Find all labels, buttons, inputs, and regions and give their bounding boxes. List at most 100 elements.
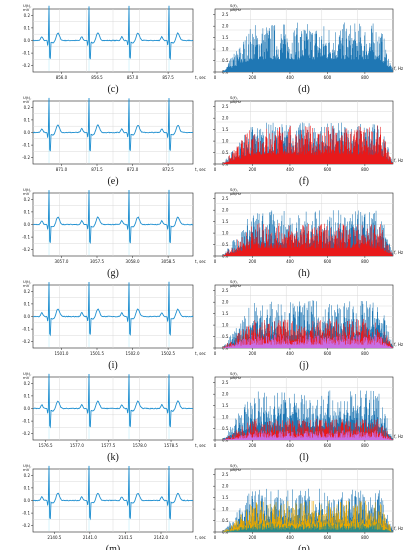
- x-tick-label: 1502.0: [126, 351, 140, 356]
- panel-e: 0.2 0.1 0.0 -0.1 -0.2 871.0 871.5 872.0 872.5 U(t…: [22, 95, 206, 187]
- y-tick-label: 2.0: [222, 300, 229, 305]
- x-axis-label: f, Hz: [394, 434, 403, 439]
- x-tick-label: 400: [286, 535, 294, 540]
- y-tick-label: 1.0: [222, 139, 229, 144]
- y-tick-label: 0.5: [222, 58, 229, 63]
- ecg-trace: [32, 97, 194, 152]
- y-tick-label: 2.0: [222, 208, 229, 213]
- x-tick-label: 600: [324, 75, 332, 80]
- y-tick-label: 2.5: [222, 12, 229, 17]
- x-axis-label: t, sec: [195, 259, 206, 264]
- panel-i: 0.2 0.1 0.0 -0.1 -0.2 1501.0 1501.5 1502.0 1502.…: [22, 279, 206, 371]
- y-axis-label: U(t),: [23, 3, 31, 8]
- y-axis-label: U(t),: [23, 279, 31, 284]
- y-tick-label: 1.5: [222, 35, 229, 40]
- y-tick-label: 0.0: [24, 222, 31, 227]
- y-tick-label: -0.2: [22, 247, 30, 252]
- y-tick-label: 0.5: [222, 242, 229, 247]
- panel-caption: (m): [106, 544, 120, 550]
- x-tick-label: 872.5: [162, 167, 174, 172]
- y-tick-label: 0.2: [24, 197, 31, 202]
- x-tick-label: 1502.5: [161, 351, 175, 356]
- y-tick-label: 0.5: [222, 334, 229, 339]
- y-tick-label: 1.0: [222, 231, 229, 236]
- x-tick-label: 800: [361, 443, 369, 448]
- x-axis-label: f, Hz: [394, 66, 403, 71]
- y-axis-unit: mV: [23, 191, 30, 196]
- x-tick-label: 871.0: [56, 167, 68, 172]
- x-tick-label: 1576.5: [39, 443, 53, 448]
- x-tick-label: 200: [249, 535, 257, 540]
- x-tick-label: 857.5: [162, 75, 174, 80]
- x-tick-label: 600: [324, 259, 332, 264]
- y-tick-label: 0.5: [222, 426, 229, 431]
- x-tick-label: 1578.5: [164, 443, 178, 448]
- y-tick-label: 1.5: [222, 403, 229, 408]
- y-tick-label: 1.5: [222, 495, 229, 500]
- x-tick-label: 400: [286, 443, 294, 448]
- y-axis-unit: mV: [23, 375, 30, 380]
- y-tick-label: 0.0: [24, 314, 31, 319]
- y-tick-label: 0.5: [222, 150, 229, 155]
- x-tick-label: 0: [214, 535, 217, 540]
- x-axis-label: t, sec: [195, 535, 206, 540]
- x-axis-label: t, sec: [195, 75, 206, 80]
- ecg-trace: [32, 189, 194, 244]
- x-tick-label: 800: [361, 351, 369, 356]
- y-axis-unit: mV: [23, 7, 30, 12]
- x-axis-label: f, Hz: [394, 250, 403, 255]
- panel-k: 0.2 0.1 0.0 -0.1 -0.2 1576.5 1577.0 1577.5 1578.…: [22, 371, 206, 463]
- x-tick-label: 2140.5: [47, 535, 61, 540]
- y-axis-label: S(f),: [230, 279, 238, 284]
- y-tick-label: 1.5: [222, 311, 229, 316]
- y-tick-label: -0.2: [22, 339, 30, 344]
- panel-caption: (i): [108, 360, 117, 371]
- panel-caption: (d): [298, 84, 310, 95]
- y-tick-label: 2.0: [222, 24, 229, 29]
- y-axis-unit: mV: [23, 283, 30, 288]
- panel-m: 0.2 0.1 0.0 -0.1 -0.2 2140.5 2141.0 2141.5 2142.…: [22, 463, 206, 550]
- y-tick-label: -0.2: [22, 155, 30, 160]
- y-tick-label: 0.0: [24, 130, 31, 135]
- y-tick-label: -0.2: [22, 63, 30, 68]
- panel-c: 0.2 0.1 0.0 -0.1 -0.2 856.0 856.5 857.0 857.5 U(t…: [22, 3, 206, 95]
- panel-caption: (l): [299, 452, 308, 463]
- y-tick-label: 1.5: [222, 219, 229, 224]
- y-axis-label: U(t),: [23, 187, 31, 192]
- y-tick-label: 0.1: [24, 485, 31, 490]
- y-tick-label: 2.0: [222, 484, 229, 489]
- y-tick-label: -0.2: [22, 431, 30, 436]
- x-tick-label: 600: [324, 167, 332, 172]
- panel-d: 2.52.01.51.00.50.00 200 400 600 800S(f),μB/H…: [213, 3, 403, 95]
- x-tick-label: 800: [361, 535, 369, 540]
- spectrum-series-1: [222, 22, 393, 72]
- x-tick-label: 200: [249, 167, 257, 172]
- panel-g: 0.2 0.1 0.0 -0.1 -0.2 3057.0 3057.5 3058.0 3058.…: [22, 187, 206, 279]
- y-tick-label: 0.0: [24, 406, 31, 411]
- x-tick-label: 0: [214, 75, 217, 80]
- y-axis-unit: μB/Hz: [230, 99, 241, 104]
- x-tick-label: 856.5: [91, 75, 103, 80]
- x-tick-label: 0: [214, 443, 217, 448]
- panel-j: 2.52.01.51.00.50.00 200 400 600 800S(f),μB/H…: [213, 279, 403, 371]
- y-tick-label: -0.1: [22, 327, 30, 332]
- y-axis-label: S(f),: [230, 371, 238, 376]
- y-tick-label: -0.1: [22, 143, 30, 148]
- y-tick-label: 2.5: [222, 196, 229, 201]
- y-tick-label: 2.0: [222, 392, 229, 397]
- ecg-trace: [32, 5, 194, 61]
- y-tick-label: -0.1: [22, 419, 30, 424]
- x-axis-label: t, sec: [195, 351, 206, 356]
- spectrum-series-3: [222, 430, 393, 440]
- x-axis-label: t, sec: [195, 167, 206, 172]
- x-tick-label: 3058.0: [126, 259, 140, 264]
- ecg-trace: [32, 465, 194, 521]
- y-tick-label: -0.1: [22, 235, 30, 240]
- y-axis-unit: mV: [23, 467, 30, 472]
- y-tick-label: 0.5: [222, 518, 229, 523]
- x-tick-label: 400: [286, 167, 294, 172]
- y-axis-label: S(f),: [230, 95, 238, 100]
- y-axis-label: U(t),: [23, 463, 31, 468]
- x-tick-label: 871.5: [91, 167, 103, 172]
